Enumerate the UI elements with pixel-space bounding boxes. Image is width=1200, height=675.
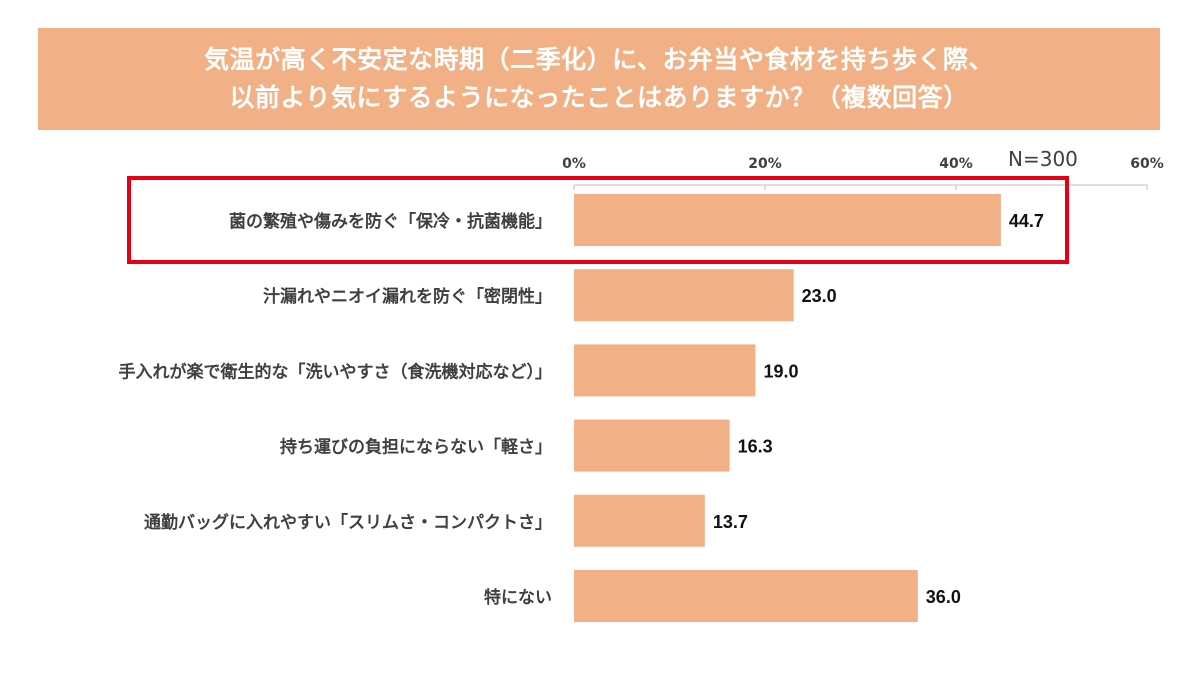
- x-tick-label: 20%: [748, 156, 782, 172]
- chart-title-line-1: 気温が高く不安定な時期（二季化）に、お弁当や食材を持ち歩く際、: [204, 45, 994, 74]
- bar: [574, 494, 705, 547]
- bar: [574, 194, 1001, 246]
- bar: [574, 269, 794, 322]
- chart-title-line-2: 以前より気にするようになったことはありますか？（複数回答）: [229, 83, 969, 112]
- bar: [574, 419, 730, 472]
- bar-value-label: 36.0: [926, 587, 961, 607]
- x-tick-label: 40%: [939, 156, 973, 172]
- bar-value-label: 16.3: [738, 437, 773, 457]
- x-tick-label: 0%: [562, 156, 586, 172]
- bar-value-label: 19.0: [763, 361, 798, 381]
- chart-title: 気温が高く不安定な時期（二季化）に、お弁当や食材を持ち歩く際、 以前より気にする…: [38, 28, 1160, 130]
- category-label: 汁漏れやニオイ漏れを防ぐ「密閉性」: [263, 286, 552, 307]
- bar: [574, 570, 918, 622]
- bar-value-label: 44.7: [1009, 211, 1044, 231]
- bar-value-label: 23.0: [802, 286, 837, 306]
- sample-size-note: N=300: [1008, 147, 1078, 171]
- category-label: 通勤バッグに入れやすい「スリムさ・コンパクトさ」: [144, 512, 552, 533]
- bar: [574, 344, 756, 397]
- category-label: 特にない: [484, 587, 552, 608]
- category-label: 持ち運びの負担にならない「軽さ」: [280, 437, 552, 458]
- category-label: 手入れが楽で衛生的な「洗いやすさ（食洗機対応など）」: [119, 361, 553, 382]
- x-tick-label: 60%: [1130, 156, 1164, 172]
- category-label: 菌の繁殖や傷みを防ぐ「保冷・抗菌機能」: [229, 211, 552, 232]
- highlight-box: [127, 176, 1069, 264]
- bar-value-label: 13.7: [713, 512, 748, 532]
